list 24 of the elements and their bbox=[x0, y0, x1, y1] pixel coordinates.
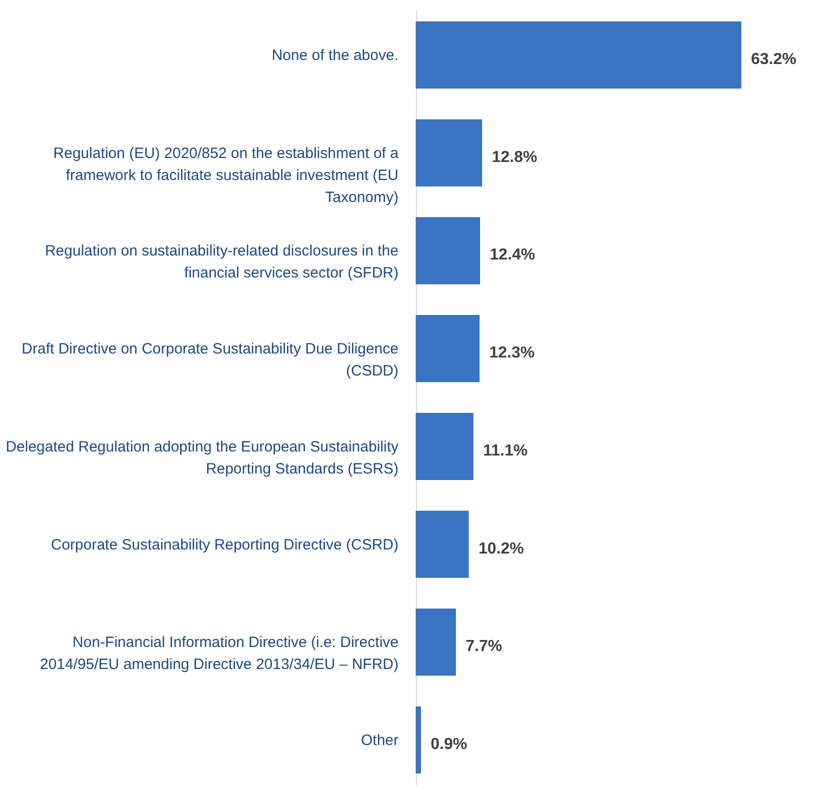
y-tick-label: None of the above. bbox=[272, 47, 398, 64]
bar bbox=[416, 510, 469, 578]
data-label: 12.3% bbox=[489, 344, 535, 362]
y-tick-label: Corporate Sustainability Reporting Directive (CSRD) bbox=[50, 536, 398, 554]
y-tick-label: Regulation on sustainability-related disclosures in the financial services sector (SFDR) bbox=[44, 242, 399, 282]
bar bbox=[416, 608, 456, 676]
data-label: 7.7% bbox=[466, 638, 502, 656]
data-label: 11.1% bbox=[483, 442, 528, 460]
bar bbox=[416, 21, 742, 89]
bar bbox=[416, 119, 482, 186]
bar bbox=[416, 217, 480, 284]
y-tick-label: Non-Financial Information Directive (i.e: Directive 2014/95/EU amending Directive 2013/34/EU – NFRD) bbox=[40, 634, 398, 674]
bar bbox=[416, 315, 480, 382]
y-tick-label: Delegated Regulation adopting the European Sustainability Reporting Standards (ESRS) bbox=[6, 438, 399, 478]
data-label: 12.4% bbox=[490, 246, 536, 264]
y-tick-label: Draft Directive on Corporate Sustainability Due Diligence (CSDD) bbox=[22, 340, 398, 380]
bar bbox=[416, 412, 474, 480]
data-label: 63.2% bbox=[751, 51, 796, 68]
data-label: 0.9% bbox=[430, 736, 468, 753]
y-tick-label: Regulation (EU) 2020/852 on the establishment of a framework to facilitate sustainable investment (EU Taxonomy) bbox=[53, 144, 400, 206]
bar bbox=[416, 706, 421, 774]
data-label: 12.8% bbox=[492, 148, 538, 166]
y-tick-label: Other bbox=[360, 732, 399, 749]
data-label: 10.2% bbox=[478, 540, 524, 558]
